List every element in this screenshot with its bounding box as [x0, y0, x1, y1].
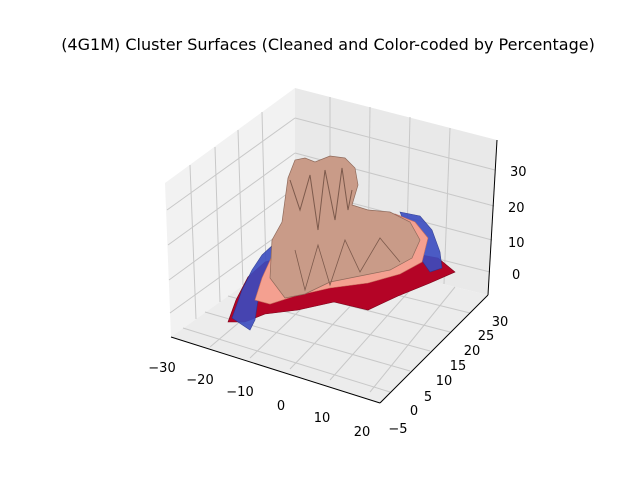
gridline [167, 152, 296, 246]
gridline [443, 127, 451, 285]
y-tick-labels: −5 0 5 10 15 20 25 30 [388, 315, 508, 437]
surface-ridge [289, 167, 353, 231]
x-tick-label: −30 [148, 361, 175, 376]
x-tick-labels: −30 −20 −10 0 10 20 [148, 361, 370, 440]
gridline [166, 117, 296, 211]
gridline [189, 164, 197, 320]
gridline [294, 117, 496, 171]
y-tick-label: 15 [450, 359, 467, 374]
gridline [369, 286, 456, 393]
x-tick-label: −20 [186, 373, 213, 388]
y-tick-label: 5 [424, 390, 432, 405]
gridline [237, 129, 244, 286]
z-axis-line [487, 139, 498, 296]
y-tick-label: 20 [464, 344, 481, 359]
gridline [214, 146, 221, 303]
z-tick-label: 20 [508, 201, 525, 216]
x-tick-label: 10 [314, 411, 331, 426]
gridline [261, 111, 267, 270]
gridline [329, 278, 421, 381]
y-tick-label: −5 [388, 422, 407, 437]
x-tick-label: 20 [354, 425, 371, 440]
gridline [168, 187, 296, 281]
z-tick-label: 10 [508, 236, 525, 251]
x-tick-label: 0 [277, 399, 285, 414]
z-tick-label: 30 [510, 165, 527, 180]
y-tick-label: 0 [410, 404, 418, 419]
axes-3d: −30 −20 −10 0 10 20 −5 0 5 10 15 20 25 3… [148, 88, 527, 440]
z-tick-labels: 0 10 20 30 [508, 165, 527, 283]
y-axis-line [379, 294, 489, 404]
chart-title: (4G1M) Cluster Surfaces (Cleaned and Col… [61, 35, 595, 54]
y-tick-label: 30 [492, 315, 509, 330]
surface-central [269, 155, 421, 299]
y-tick-label: 25 [478, 329, 495, 344]
y-tick-label: 10 [436, 374, 453, 389]
x-tick-label: −10 [226, 385, 253, 400]
x-axis-line [170, 336, 381, 404]
z-tick-label: 0 [512, 268, 520, 283]
surfaces [227, 155, 456, 331]
gridline [182, 327, 391, 393]
surface-ridge [294, 237, 401, 292]
